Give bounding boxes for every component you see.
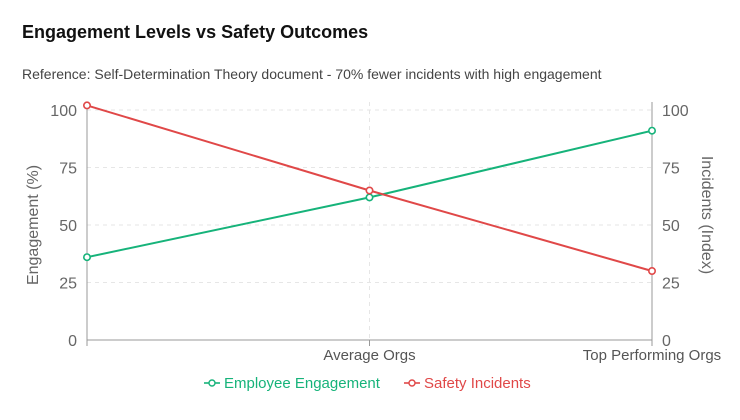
y-right-axis-title: Incidents (Index) (698, 156, 715, 274)
x-tick-label: Top Performing Orgs (583, 347, 721, 364)
legend-item-label[interactable]: Employee Engagement (224, 375, 381, 392)
data-point[interactable] (83, 253, 92, 262)
y-right-tick-label: 0 (662, 333, 671, 350)
y-right-tick-label: 50 (662, 218, 680, 235)
y-left-tick-label: 50 (59, 218, 77, 235)
y-left-axis-title: Engagement (%) (25, 165, 42, 285)
y-right-tick-label: 75 (662, 161, 680, 178)
y-left-tick-label: 25 (59, 276, 77, 293)
y-right-tick-label: 25 (662, 276, 680, 293)
chart-subtitle: Reference: Self-Determination Theory doc… (22, 66, 602, 82)
data-point[interactable] (647, 266, 656, 275)
y-left-tick-label: 100 (50, 103, 77, 120)
y-left-tick-label: 0 (68, 333, 77, 350)
chart-title: Engagement Levels vs Safety Outcomes (22, 22, 369, 42)
y-right-tick-label: 100 (662, 103, 689, 120)
legend-swatch-marker (408, 379, 416, 387)
data-point[interactable] (83, 101, 92, 110)
data-point[interactable] (365, 193, 374, 202)
legend-swatch-marker (208, 379, 216, 387)
data-point[interactable] (365, 186, 374, 195)
x-tick-label: Average Orgs (323, 347, 415, 364)
y-left-tick-label: 75 (59, 161, 77, 178)
legend-item-label[interactable]: Safety Incidents (424, 375, 531, 392)
data-point[interactable] (647, 126, 656, 135)
